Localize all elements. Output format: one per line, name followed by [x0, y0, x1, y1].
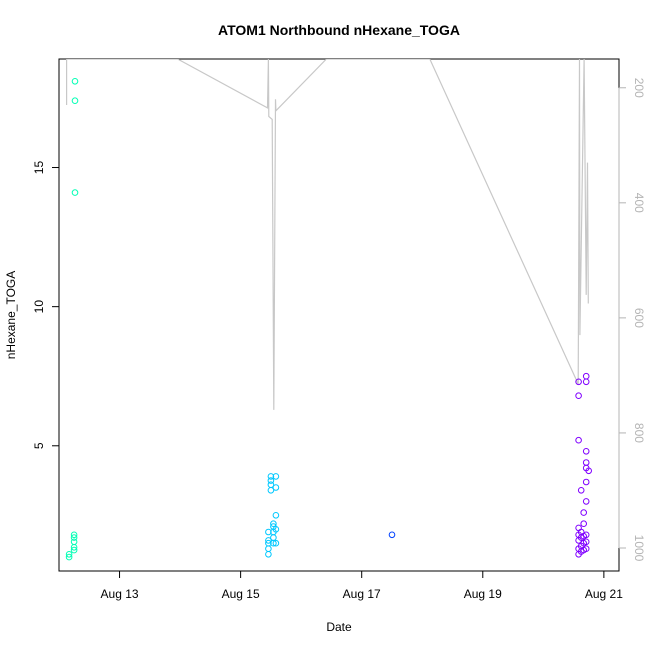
data-point-series-1: [71, 189, 79, 196]
data-point-series-4: [582, 531, 590, 539]
data-point-series-2: [272, 484, 280, 491]
data-point-series-4: [582, 478, 590, 486]
data-point-series-4: [577, 487, 585, 494]
data-point-series-4: [582, 459, 590, 466]
data-point-series-2: [267, 481, 275, 489]
x-tick-label: Aug 17: [343, 587, 381, 601]
data-point-series-1: [70, 546, 78, 554]
y-tick-label: 10: [32, 300, 46, 314]
data-point-series-1: [70, 534, 78, 541]
data-point-series-2: [265, 545, 272, 553]
data-point-series-4: [580, 509, 588, 516]
data-point-series-2: [265, 537, 272, 544]
secondary-y-tick-label: 200: [632, 78, 646, 98]
plot-area-frame: [58, 58, 620, 572]
x-tick-label: Aug 13: [101, 587, 139, 601]
data-point-series-4: [582, 448, 590, 455]
data-point-series-1: [65, 553, 73, 561]
data-point-series-4: [582, 545, 590, 553]
data-point-series-4: [582, 372, 590, 380]
x-tick-label: Aug 21: [585, 587, 623, 601]
data-point-series-1: [71, 97, 79, 104]
data-point-series-4: [575, 524, 582, 532]
data-point-series-2: [265, 528, 272, 536]
y-tick-label: 5: [32, 442, 46, 449]
points-layer: [65, 78, 593, 561]
data-point-series-4: [582, 498, 590, 505]
data-point-series-1: [65, 551, 73, 558]
data-point-series-2: [267, 473, 275, 480]
data-point-series-4: [575, 378, 582, 386]
secondary-y-tick-label: 400: [632, 193, 646, 213]
data-point-series-2: [267, 477, 275, 484]
data-point-series-2: [270, 520, 277, 528]
y-axis-label: nHexane_TOGA: [4, 271, 18, 360]
data-point-series-4: [575, 436, 582, 444]
data-point-series-4: [582, 538, 590, 546]
x-axis: Aug 13 Aug 15 Aug 17 Aug 19 Aug 21: [101, 571, 623, 601]
data-point-series-1: [70, 531, 78, 539]
data-point-series-2: [272, 539, 280, 547]
chart-title: ATOM1 Northbound nHexane_TOGA: [218, 22, 460, 38]
altitude-layer: [65, 59, 589, 410]
secondary-y-tick-label: 1000: [632, 535, 646, 562]
secondary-y-tick-label: 800: [632, 423, 646, 443]
data-point-series-2: [272, 526, 280, 533]
y-tick-label: 15: [32, 161, 46, 175]
data-point-series-1: [71, 78, 79, 85]
data-point-series-2: [265, 551, 272, 558]
data-point-series-4: [585, 467, 593, 475]
data-point-series-2: [272, 512, 280, 519]
data-point-series-4: [580, 520, 588, 528]
data-point-series-2: [272, 473, 280, 480]
data-point-series-4: [582, 378, 590, 386]
x-tick-label: Aug 15: [222, 587, 260, 601]
x-axis-label: Date: [326, 620, 352, 634]
data-point-series-2: [265, 539, 272, 547]
y-axis: 5 10 15: [32, 161, 59, 449]
x-tick-label: Aug 19: [464, 587, 502, 601]
data-point-series-1: [70, 538, 78, 546]
data-point-series-4: [575, 392, 582, 400]
secondary-y-tick-label: 600: [632, 308, 646, 328]
secondary-y-axis: 200 400 600 800 1000: [618, 78, 646, 562]
data-point-series-2: [270, 534, 277, 541]
altitude-line: [65, 59, 589, 410]
data-point-series-3: [388, 531, 396, 539]
